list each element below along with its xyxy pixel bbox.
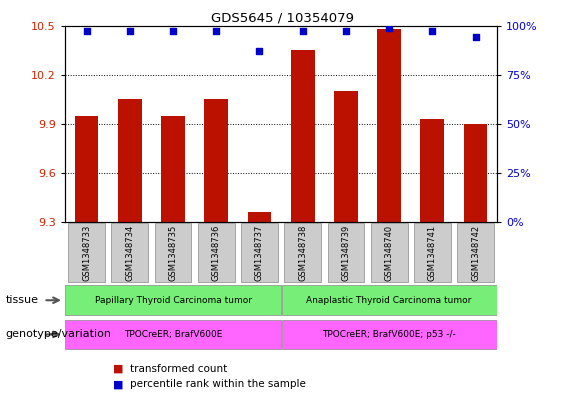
Bar xyxy=(457,223,494,282)
Bar xyxy=(75,116,98,222)
Bar xyxy=(284,223,321,282)
Text: GSM1348734: GSM1348734 xyxy=(125,224,134,281)
Point xyxy=(125,28,134,35)
Text: TPOCreER; BrafV600E; p53 -/-: TPOCreER; BrafV600E; p53 -/- xyxy=(322,330,456,339)
Text: GSM1348735: GSM1348735 xyxy=(168,224,177,281)
Point xyxy=(341,28,350,35)
Bar xyxy=(241,223,278,282)
Text: ■: ■ xyxy=(113,379,124,389)
Text: GSM1348736: GSM1348736 xyxy=(212,224,221,281)
Bar xyxy=(68,223,105,282)
Text: GSM1348738: GSM1348738 xyxy=(298,224,307,281)
Bar xyxy=(377,29,401,222)
Text: Anaplastic Thyroid Carcinoma tumor: Anaplastic Thyroid Carcinoma tumor xyxy=(306,296,472,305)
Bar xyxy=(334,91,358,222)
Text: genotype/variation: genotype/variation xyxy=(6,329,112,340)
Point xyxy=(168,28,177,35)
Text: GSM1348737: GSM1348737 xyxy=(255,224,264,281)
Bar xyxy=(281,285,497,315)
Text: Papillary Thyroid Carcinoma tumor: Papillary Thyroid Carcinoma tumor xyxy=(94,296,251,305)
Point xyxy=(255,48,264,54)
Bar xyxy=(205,99,228,222)
Text: GSM1348742: GSM1348742 xyxy=(471,224,480,281)
Text: GSM1348739: GSM1348739 xyxy=(341,224,350,281)
Text: percentile rank within the sample: percentile rank within the sample xyxy=(130,379,306,389)
Bar xyxy=(66,285,281,315)
Point xyxy=(298,28,307,35)
Bar xyxy=(328,223,364,282)
Bar xyxy=(281,320,497,349)
Bar xyxy=(118,99,142,222)
Point xyxy=(428,28,437,35)
Point xyxy=(471,34,480,40)
Text: ■: ■ xyxy=(113,364,124,374)
Bar xyxy=(420,119,444,222)
Bar xyxy=(111,223,148,282)
Text: GSM1348740: GSM1348740 xyxy=(385,224,394,281)
Bar xyxy=(161,116,185,222)
Bar xyxy=(371,223,407,282)
Point xyxy=(82,28,91,35)
Bar xyxy=(155,223,192,282)
Bar xyxy=(414,223,451,282)
Bar xyxy=(66,320,281,349)
Text: tissue: tissue xyxy=(6,295,38,305)
Text: GDS5645 / 10354079: GDS5645 / 10354079 xyxy=(211,12,354,25)
Bar xyxy=(247,212,271,222)
Bar xyxy=(198,223,234,282)
Text: GSM1348733: GSM1348733 xyxy=(82,224,91,281)
Text: TPOCreER; BrafV600E: TPOCreER; BrafV600E xyxy=(124,330,222,339)
Bar xyxy=(291,50,315,222)
Point xyxy=(385,24,394,31)
Bar xyxy=(464,124,488,222)
Point xyxy=(212,28,221,35)
Text: GSM1348741: GSM1348741 xyxy=(428,224,437,281)
Text: transformed count: transformed count xyxy=(130,364,227,374)
